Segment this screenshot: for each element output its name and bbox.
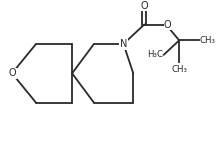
Text: CH₃: CH₃ bbox=[200, 36, 216, 45]
Text: CH₃: CH₃ bbox=[171, 65, 187, 74]
Text: H₃C: H₃C bbox=[147, 50, 163, 59]
Text: N: N bbox=[120, 39, 127, 49]
Text: O: O bbox=[164, 20, 172, 30]
Text: O: O bbox=[140, 1, 148, 11]
Text: O: O bbox=[8, 68, 16, 78]
